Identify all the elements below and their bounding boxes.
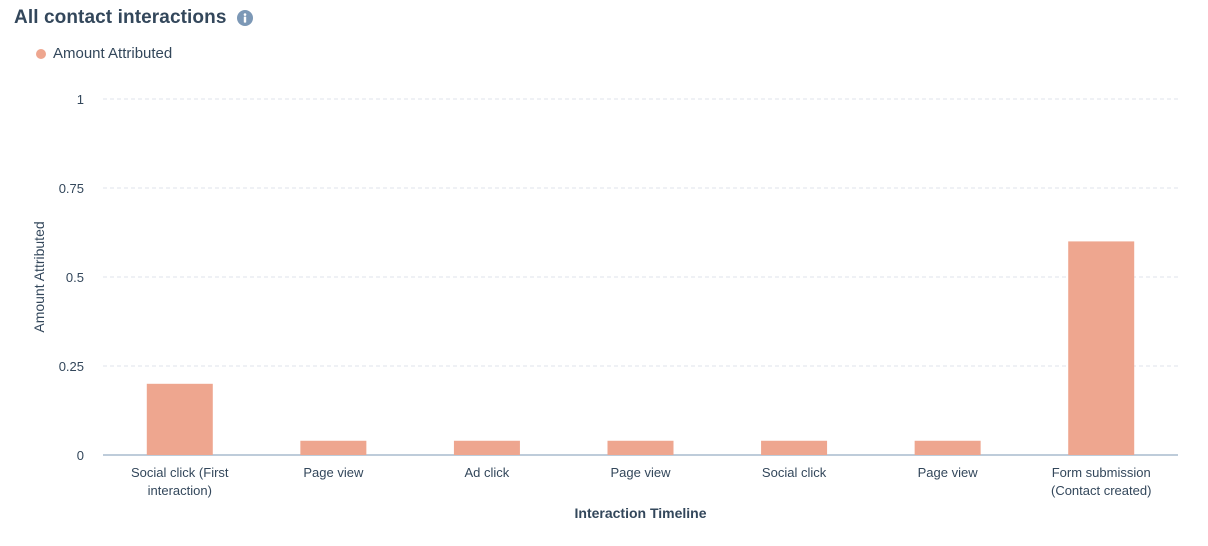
x-tick-label: (Contact created) bbox=[1051, 483, 1151, 498]
y-tick-label: 0 bbox=[77, 448, 84, 463]
x-tick-label: interaction) bbox=[148, 483, 212, 498]
x-tick-label: Page view bbox=[918, 465, 979, 480]
legend-swatch bbox=[36, 48, 46, 59]
y-tick-label: 0.75 bbox=[59, 181, 84, 196]
bar[interactable] bbox=[300, 440, 367, 455]
bar[interactable] bbox=[761, 440, 828, 455]
y-tick-label: 0.25 bbox=[59, 359, 84, 374]
x-tick-label: Form submission bbox=[1052, 465, 1151, 480]
chart-title: All contact interactions bbox=[14, 7, 227, 28]
bar[interactable] bbox=[453, 440, 520, 455]
x-tick-label: Page view bbox=[303, 465, 364, 480]
chart-legend[interactable]: Amount Attributed bbox=[36, 45, 172, 62]
y-axis-title: Amount Attributed bbox=[31, 221, 47, 332]
info-icon[interactable] bbox=[236, 10, 253, 26]
bar[interactable] bbox=[1068, 241, 1135, 455]
bar[interactable] bbox=[914, 440, 981, 455]
x-axis-title: Interaction Timeline bbox=[575, 505, 707, 521]
x-tick-label: Ad click bbox=[465, 465, 510, 480]
x-tick-label: Page view bbox=[611, 465, 672, 480]
bar[interactable] bbox=[607, 440, 674, 455]
chart-header: All contact interactions bbox=[14, 7, 253, 29]
y-tick-label: 0.5 bbox=[66, 270, 84, 285]
legend-label: Amount Attributed bbox=[53, 45, 173, 62]
bar[interactable] bbox=[146, 383, 213, 455]
x-tick-label: Social click (First bbox=[131, 465, 229, 480]
y-tick-label: 1 bbox=[77, 92, 84, 107]
x-tick-label: Social click bbox=[762, 465, 827, 480]
